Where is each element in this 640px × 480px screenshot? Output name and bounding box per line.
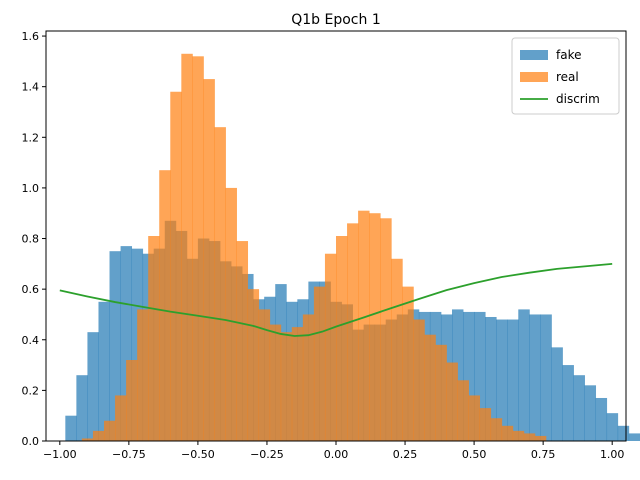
real-bar (424, 334, 436, 441)
real-bar (468, 395, 481, 441)
real-bar (435, 344, 447, 441)
real-bar (247, 289, 260, 441)
real-bar (501, 425, 514, 441)
real-bar (324, 253, 337, 441)
real-bar (512, 430, 525, 441)
fake-bar (120, 246, 133, 441)
fake-bar (474, 311, 486, 441)
fake-bar (507, 319, 519, 441)
fake-bar (109, 251, 121, 441)
fake-bar (540, 314, 552, 441)
fake-bar (98, 301, 110, 441)
real-bar (148, 236, 160, 441)
x-tick-label: 1.00 (600, 448, 625, 461)
real-bar (313, 286, 326, 441)
real-bar (358, 210, 370, 441)
real-bar (126, 360, 138, 441)
fake-bar (573, 375, 585, 441)
real-bar (81, 438, 94, 441)
x-axis: −1.00 −0.75 −0.50 −0.25 0.00 0.25 0.50 0.75 1.00 (43, 441, 624, 461)
real-bar (523, 433, 536, 441)
real-bar (369, 213, 381, 441)
real-bar (225, 187, 237, 441)
y-tick-label: 1.2 (22, 131, 40, 144)
real-bar (490, 418, 503, 441)
fake-bar (562, 365, 574, 441)
real-bar (479, 408, 492, 441)
y-tick-label: 0.2 (22, 384, 40, 397)
real-legend-label: real (556, 70, 579, 84)
y-tick-label: 0.6 (22, 283, 40, 296)
fake-bar (595, 397, 608, 441)
real-bar (413, 319, 425, 441)
fake-legend-label: fake (556, 48, 581, 62)
real-bar (457, 380, 469, 441)
real-bar (446, 362, 458, 441)
real-bar (92, 430, 105, 441)
fake-bar (628, 433, 640, 441)
x-tick-label: −1.00 (43, 448, 77, 461)
real-legend-swatch (520, 72, 548, 82)
fake-bar (518, 309, 530, 441)
real-bar (236, 241, 249, 441)
legend: fake real discrim (511, 37, 620, 115)
real-bar (159, 170, 171, 441)
real-bar (170, 91, 182, 442)
x-tick-label: −0.75 (112, 448, 146, 461)
real-bar (291, 327, 304, 441)
fake-bar (496, 319, 508, 441)
fake-bar (463, 311, 475, 441)
x-tick-label: 0.25 (393, 448, 418, 461)
y-tick-label: 1.6 (22, 30, 40, 43)
real-bar (137, 309, 149, 441)
y-tick-label: 1.0 (22, 182, 40, 195)
real-bar (302, 314, 315, 441)
x-tick-label: 0.50 (462, 448, 487, 461)
fake-bar (617, 425, 630, 441)
y-tick-label: 1.4 (22, 81, 40, 94)
real-bar (280, 332, 293, 441)
fake-bar (551, 347, 563, 441)
fake-bar (584, 385, 597, 441)
real-bar (214, 127, 226, 442)
real-bar (347, 223, 359, 441)
x-tick-label: −0.25 (250, 448, 284, 461)
y-tick-label: 0.0 (22, 435, 40, 448)
x-tick-label: −0.50 (181, 448, 215, 461)
y-tick-label: 0.8 (22, 233, 40, 246)
real-bar (104, 420, 116, 441)
real-bar (336, 236, 348, 441)
real-bar (269, 324, 282, 441)
y-axis: 0.0 0.2 0.4 0.6 0.8 1.0 1.2 1.4 1.6 (22, 30, 46, 448)
fake-bar (65, 415, 77, 441)
discrim-legend-label: discrim (556, 92, 600, 106)
real-bar (402, 286, 414, 441)
real-histogram (81, 53, 547, 442)
plot-area (59, 53, 640, 442)
x-tick-label: 0.00 (324, 448, 349, 461)
fake-bar (76, 375, 88, 441)
real-bar (181, 53, 193, 441)
real-bar (115, 395, 127, 441)
real-bar (534, 435, 547, 441)
real-bar (380, 218, 392, 441)
real-bar (391, 258, 403, 441)
fake-bar (485, 316, 497, 441)
fake-bar (529, 314, 541, 441)
fake-bar (606, 413, 619, 441)
real-bar (258, 309, 271, 441)
real-bar (203, 79, 215, 441)
chart-title: Q1b Epoch 1 (291, 12, 381, 28)
x-tick-label: 0.75 (531, 448, 556, 461)
real-bar (192, 56, 204, 442)
discrim-line (59, 262, 613, 337)
fake-legend-swatch (520, 50, 548, 60)
fake-bar (87, 332, 99, 441)
y-tick-label: 0.4 (22, 334, 40, 347)
